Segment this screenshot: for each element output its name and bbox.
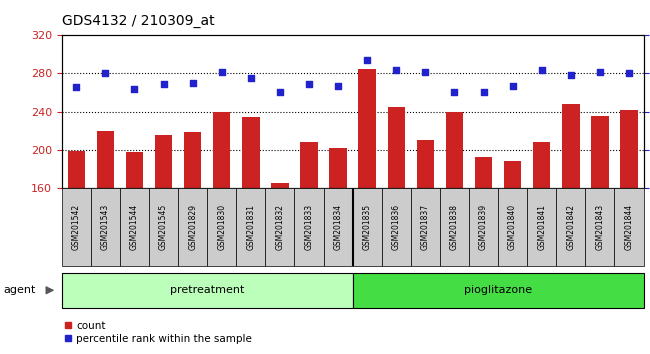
Point — [275, 89, 285, 95]
Bar — [387, 107, 405, 188]
Point — [566, 72, 576, 78]
Bar — [207, 188, 237, 266]
Text: GSM201834: GSM201834 — [333, 204, 343, 250]
Text: GSM201841: GSM201841 — [537, 204, 546, 250]
Text: GSM201830: GSM201830 — [217, 204, 226, 250]
Text: GSM201839: GSM201839 — [479, 204, 488, 250]
Text: GSM201544: GSM201544 — [130, 204, 139, 250]
Point — [216, 69, 227, 75]
Text: pioglitazone: pioglitazone — [464, 285, 532, 295]
Point — [595, 69, 605, 75]
Point — [420, 69, 430, 75]
Point — [536, 68, 547, 73]
Bar — [294, 188, 324, 266]
Bar — [358, 69, 376, 188]
Text: GSM201831: GSM201831 — [246, 204, 255, 250]
Text: agent: agent — [3, 285, 36, 295]
Point — [187, 80, 198, 85]
Bar — [125, 153, 143, 188]
Text: GSM201832: GSM201832 — [276, 204, 285, 250]
Text: pretreatment: pretreatment — [170, 285, 244, 295]
Bar — [556, 188, 586, 266]
Legend: count, percentile rank within the sample: count, percentile rank within the sample — [60, 317, 256, 348]
Text: GSM201835: GSM201835 — [363, 204, 372, 250]
Text: GSM201833: GSM201833 — [304, 204, 313, 250]
Bar — [265, 188, 294, 266]
Point — [624, 71, 634, 76]
Bar — [562, 104, 580, 188]
Bar — [498, 188, 527, 266]
Text: GSM201545: GSM201545 — [159, 204, 168, 250]
Bar — [469, 188, 498, 266]
Text: GSM201838: GSM201838 — [450, 204, 459, 250]
Bar — [120, 188, 149, 266]
Point — [391, 68, 402, 73]
Bar — [271, 183, 289, 188]
Bar — [533, 142, 551, 188]
Bar — [527, 188, 556, 266]
Bar — [586, 188, 614, 266]
Bar — [68, 152, 85, 188]
Bar — [474, 157, 492, 188]
Bar — [178, 188, 207, 266]
Bar — [184, 132, 202, 188]
Bar — [446, 112, 463, 188]
Text: GSM201836: GSM201836 — [392, 204, 401, 250]
Bar — [213, 112, 231, 188]
Point — [478, 89, 489, 95]
Point — [129, 86, 140, 92]
Bar — [91, 188, 120, 266]
Text: GSM201542: GSM201542 — [72, 204, 81, 250]
Text: GSM201840: GSM201840 — [508, 204, 517, 250]
Bar — [300, 142, 318, 188]
Text: GSM201844: GSM201844 — [625, 204, 634, 250]
Text: GSM201842: GSM201842 — [566, 204, 575, 250]
Bar — [97, 131, 114, 188]
Point — [449, 89, 460, 95]
Point — [333, 83, 343, 88]
Point — [246, 75, 256, 81]
Text: GSM201837: GSM201837 — [421, 204, 430, 250]
Bar — [62, 273, 352, 308]
Bar — [155, 135, 172, 188]
Point — [71, 84, 81, 90]
Bar — [614, 188, 644, 266]
Point — [100, 71, 110, 76]
Bar — [504, 161, 521, 188]
Point — [362, 57, 372, 63]
Bar — [591, 116, 608, 188]
Bar — [324, 188, 352, 266]
Bar — [352, 188, 382, 266]
Point — [508, 83, 518, 88]
Bar — [417, 140, 434, 188]
Text: GSM201829: GSM201829 — [188, 204, 197, 250]
Text: GSM201843: GSM201843 — [595, 204, 604, 250]
Bar — [411, 188, 440, 266]
Bar — [382, 188, 411, 266]
Bar — [237, 188, 265, 266]
Bar — [149, 188, 178, 266]
Bar — [440, 188, 469, 266]
Point — [159, 81, 169, 87]
Bar — [620, 110, 638, 188]
Point — [304, 81, 314, 87]
Bar — [62, 188, 91, 266]
Text: GSM201543: GSM201543 — [101, 204, 110, 250]
Bar — [352, 273, 644, 308]
Bar — [242, 117, 259, 188]
Text: GDS4132 / 210309_at: GDS4132 / 210309_at — [62, 14, 214, 28]
Bar — [330, 148, 347, 188]
